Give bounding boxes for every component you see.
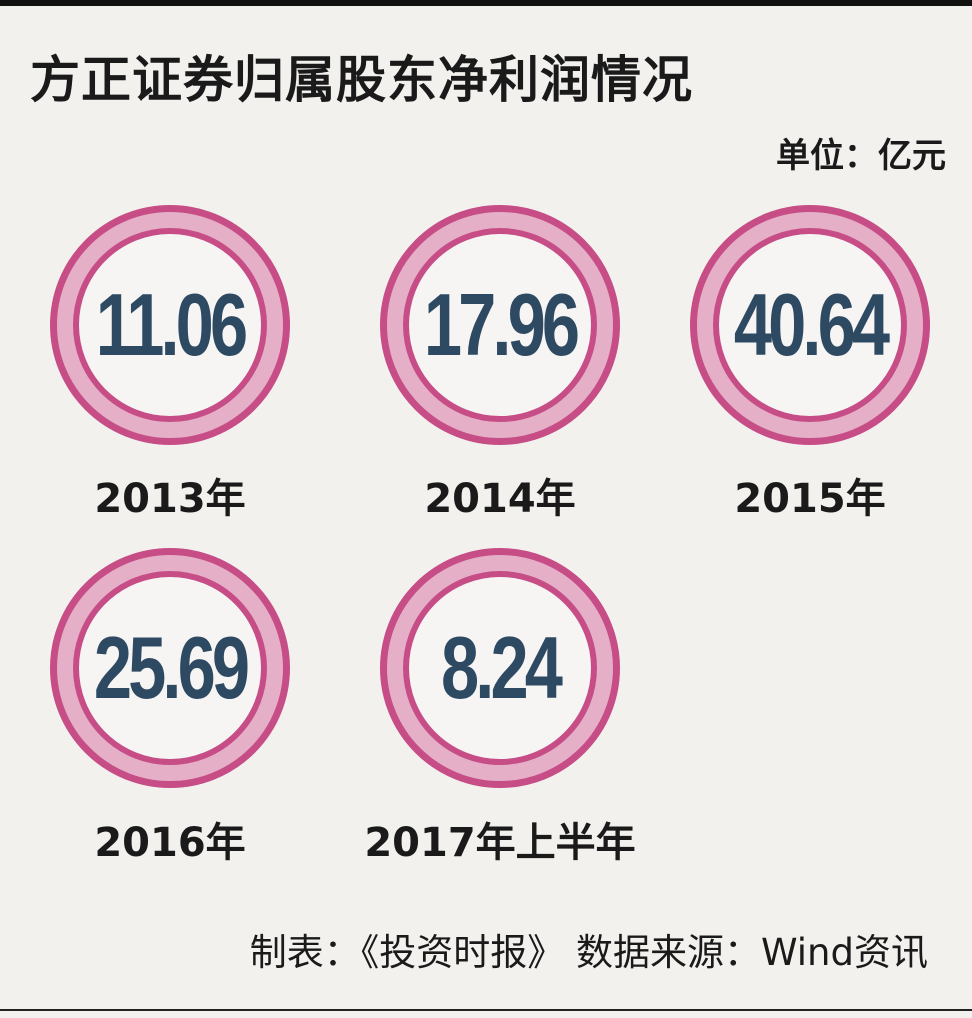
value-circle-2013: 11.06 <box>50 205 290 445</box>
value-circle-2017h1: 8.24 <box>380 548 620 788</box>
data-label: 25.69 <box>93 618 250 717</box>
data-label: 40.64 <box>733 275 890 374</box>
chart-title: 方正证券归属股东净利润情况 <box>30 51 693 109</box>
ring-inner <box>73 228 267 422</box>
data-label: 8.24 <box>441 618 563 717</box>
category-label-2014: 2014年 <box>424 476 576 522</box>
data-label: 17.96 <box>423 275 580 374</box>
category-label-2017h1: 2017年上半年 <box>364 820 636 866</box>
value-circle-2016: 25.69 <box>50 548 290 788</box>
source-credit: 制表：《投资时报》 数据来源：Wind资讯 <box>249 931 928 974</box>
value-circle-2014: 17.96 <box>380 205 620 445</box>
top-rule <box>0 0 972 6</box>
ring-inner <box>403 571 597 765</box>
data-label: 11.06 <box>95 275 248 374</box>
value-circle-2015: 40.64 <box>690 205 930 445</box>
category-label-2013: 2013年 <box>94 476 246 522</box>
bottom-rule <box>0 1009 972 1011</box>
category-label-2016: 2016年 <box>94 820 246 866</box>
ring-inner <box>73 571 267 765</box>
ring-inner <box>713 228 907 422</box>
unit-label: 单位：亿元 <box>776 136 946 176</box>
category-label-2015: 2015年 <box>734 476 886 522</box>
ring-inner <box>403 228 597 422</box>
